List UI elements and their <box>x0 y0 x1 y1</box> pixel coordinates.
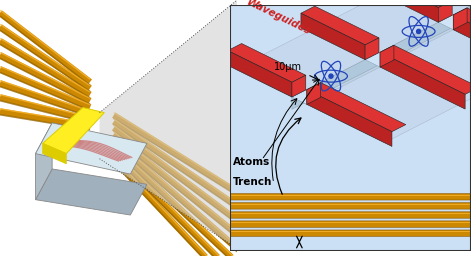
Polygon shape <box>292 0 474 109</box>
FancyBboxPatch shape <box>229 221 472 227</box>
Polygon shape <box>292 90 321 104</box>
FancyBboxPatch shape <box>229 230 472 236</box>
Polygon shape <box>374 0 438 22</box>
Polygon shape <box>380 45 394 67</box>
Polygon shape <box>100 0 237 248</box>
Polygon shape <box>380 45 474 94</box>
FancyBboxPatch shape <box>229 203 472 209</box>
Polygon shape <box>453 15 474 72</box>
FancyBboxPatch shape <box>229 194 472 200</box>
Polygon shape <box>307 90 392 146</box>
Polygon shape <box>36 169 147 215</box>
Circle shape <box>329 74 333 78</box>
Polygon shape <box>43 143 66 164</box>
Polygon shape <box>453 8 467 30</box>
Polygon shape <box>374 0 452 8</box>
Polygon shape <box>438 1 452 22</box>
Circle shape <box>417 29 420 34</box>
Polygon shape <box>301 6 379 45</box>
Polygon shape <box>43 108 104 154</box>
Text: Atoms: Atoms <box>233 157 270 167</box>
Polygon shape <box>380 52 465 109</box>
FancyBboxPatch shape <box>229 212 472 218</box>
Polygon shape <box>307 83 321 104</box>
Polygon shape <box>36 123 147 174</box>
Polygon shape <box>365 52 394 67</box>
Polygon shape <box>292 75 306 97</box>
Text: 10μm: 10μm <box>273 61 301 71</box>
Text: Trench: Trench <box>233 177 272 187</box>
Polygon shape <box>301 13 365 60</box>
Polygon shape <box>36 123 52 200</box>
Polygon shape <box>235 0 474 143</box>
Polygon shape <box>292 0 474 104</box>
Polygon shape <box>453 8 474 57</box>
Polygon shape <box>228 51 292 97</box>
Polygon shape <box>365 38 379 60</box>
Polygon shape <box>307 83 406 132</box>
Polygon shape <box>228 44 306 82</box>
Polygon shape <box>438 15 467 30</box>
Text: Waveguides: Waveguides <box>245 0 312 37</box>
